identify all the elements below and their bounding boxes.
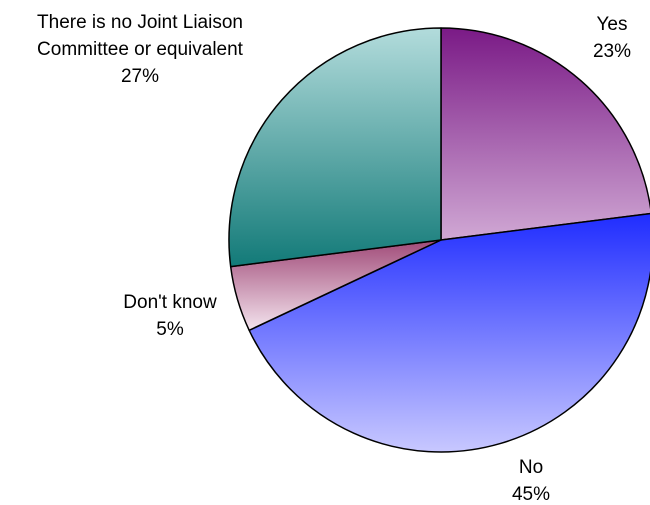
slice-percent: 23% — [593, 41, 631, 62]
pie-labels: Yes 23% No 45% Don't know 5% There is no Joint… — [37, 12, 631, 505]
slice-label-don-t-know: Don't know 5% — [123, 292, 217, 340]
pie-slice-no — [248, 212, 650, 453]
slice-label-there-is-no-joint-liaison-committee-or-equivalent: There is no Joint Liaison Committee or eq… — [37, 12, 244, 87]
slice-name-line: Yes — [597, 14, 628, 35]
pie-slice-yes — [440, 27, 650, 241]
pie-slice-there-is-no-joint-liaison-committee-or-equivalent — [228, 27, 442, 268]
pie-slices — [228, 27, 650, 453]
slice-name-line: No — [519, 457, 543, 478]
slice-percent: 45% — [512, 484, 550, 505]
slice-name-line: There is no Joint Liaison — [37, 12, 243, 33]
slice-label-yes: Yes 23% — [593, 14, 631, 62]
slice-percent: 5% — [156, 319, 184, 340]
slice-name-line: Don't know — [123, 292, 217, 313]
slice-percent: 27% — [121, 66, 159, 87]
slice-label-no: No 45% — [512, 457, 550, 505]
slice-name-line: Committee or equivalent — [37, 39, 244, 60]
